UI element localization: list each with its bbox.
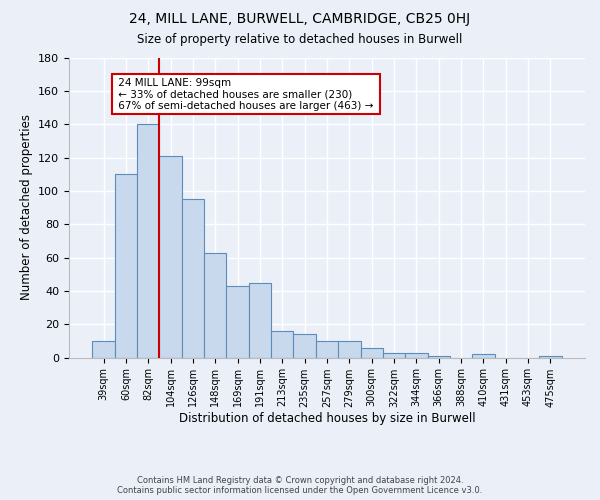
Bar (271, 331, 293, 357)
Bar (160, 156, 182, 358)
Bar (92, 341, 115, 357)
Bar (361, 348, 383, 358)
Bar (539, 356, 562, 358)
Bar (137, 124, 160, 358)
Text: 24 MILL LANE: 99sqm 
 ← 33% of detached houses are smaller (230) 
 67% of semi-d: 24 MILL LANE: 99sqm ← 33% of detached ho… (115, 78, 376, 110)
Bar (115, 174, 137, 358)
Bar (338, 341, 361, 357)
Bar (316, 341, 338, 357)
Bar (226, 286, 249, 358)
Bar (472, 354, 494, 358)
Text: 24, MILL LANE, BURWELL, CAMBRIDGE, CB25 0HJ: 24, MILL LANE, BURWELL, CAMBRIDGE, CB25 … (130, 12, 470, 26)
Bar (428, 356, 450, 358)
Text: Contains HM Land Registry data © Crown copyright and database right 2024.: Contains HM Land Registry data © Crown c… (137, 476, 463, 485)
Bar (405, 352, 428, 358)
X-axis label: Distribution of detached houses by size in Burwell: Distribution of detached houses by size … (179, 412, 475, 426)
Bar (249, 282, 271, 358)
Y-axis label: Number of detached properties: Number of detached properties (20, 114, 32, 300)
Text: Size of property relative to detached houses in Burwell: Size of property relative to detached ho… (137, 32, 463, 46)
Text: Contains public sector information licensed under the Open Government Licence v3: Contains public sector information licen… (118, 486, 482, 495)
Bar (182, 199, 204, 358)
Bar (293, 334, 316, 357)
Bar (204, 252, 226, 358)
Bar (383, 352, 405, 358)
